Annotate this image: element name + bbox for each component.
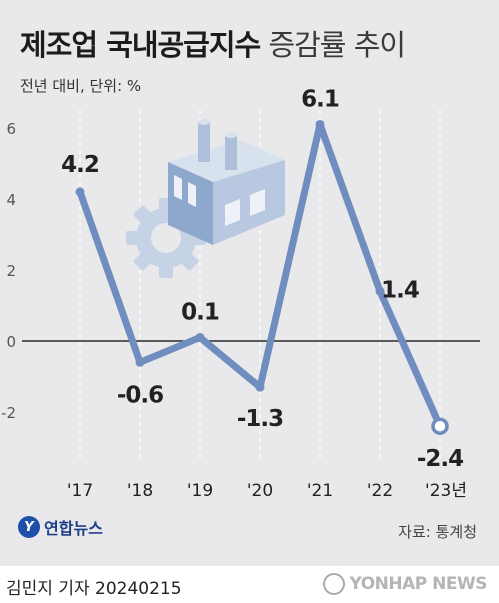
watermark-logo-icon (322, 573, 345, 595)
title-light: 증감률 추이 (268, 28, 406, 62)
x-tick-5: '22 (367, 481, 393, 501)
data-point-4 (315, 119, 325, 129)
x-tick-6: '23년 (425, 481, 467, 501)
data-point-5 (375, 286, 385, 296)
data-label-5: 1.4 (381, 277, 419, 303)
data-point-3 (255, 382, 265, 392)
data-point-2 (195, 332, 205, 342)
y-tick-4: -2 (1, 404, 16, 422)
factory-icon (168, 119, 285, 245)
data-label-6: -2.4 (417, 446, 463, 472)
title-bold: 제조업 국내공급지수 (20, 28, 261, 62)
data-labels: 4.2 -0.6 0.1 -1.3 6.1 1.4 -2.4 (61, 86, 464, 472)
y-tick-2: 2 (6, 262, 16, 280)
logo-text: 연합뉴스 (44, 519, 103, 538)
source-note: 자료: 통계청 (398, 523, 477, 541)
infographic-card: 제조업 국내공급지수 증감률 추이 전년 대비, 단위: % (0, 0, 499, 566)
x-tick-3: '20 (247, 481, 273, 501)
watermark-text: YONHAP NEWS (349, 574, 488, 594)
x-tick-labels: '17 '18 '19 '20 '21 '22 '23년 (67, 481, 467, 501)
x-tick-0: '17 (67, 481, 93, 501)
footer-bar: 김민지 기자 20240215 YONHAP NEWS (0, 566, 499, 603)
byline: 김민지 기자 20240215 (6, 579, 182, 599)
data-point-0 (75, 187, 85, 197)
y-tick-1: 4 (6, 191, 16, 209)
data-label-4: 6.1 (301, 86, 339, 112)
x-tick-1: '18 (127, 481, 153, 501)
logo-mark-icon: Y (18, 516, 40, 538)
yonhap-logo: Y 연합뉴스 (18, 515, 103, 539)
data-point-1 (135, 357, 145, 367)
chart-title: 제조업 국내공급지수 증감률 추이 (20, 22, 406, 64)
x-tick-2: '19 (187, 481, 213, 501)
data-label-2: 0.1 (181, 299, 219, 325)
data-points (75, 119, 449, 435)
x-tick-4: '21 (307, 481, 333, 501)
data-label-1: -0.6 (117, 382, 163, 408)
watermark: YONHAP NEWS (322, 573, 488, 595)
data-label-0: 4.2 (61, 152, 99, 178)
y-tick-3: 0 (6, 333, 16, 351)
data-point-6 (431, 417, 449, 435)
factory-gear-illustration (126, 119, 285, 278)
chart-subtitle: 전년 대비, 단위: % (20, 77, 142, 95)
y-tick-labels: 6 4 2 0 -2 (1, 120, 16, 422)
data-label-3: -1.3 (237, 406, 283, 432)
y-tick-0: 6 (6, 120, 16, 138)
